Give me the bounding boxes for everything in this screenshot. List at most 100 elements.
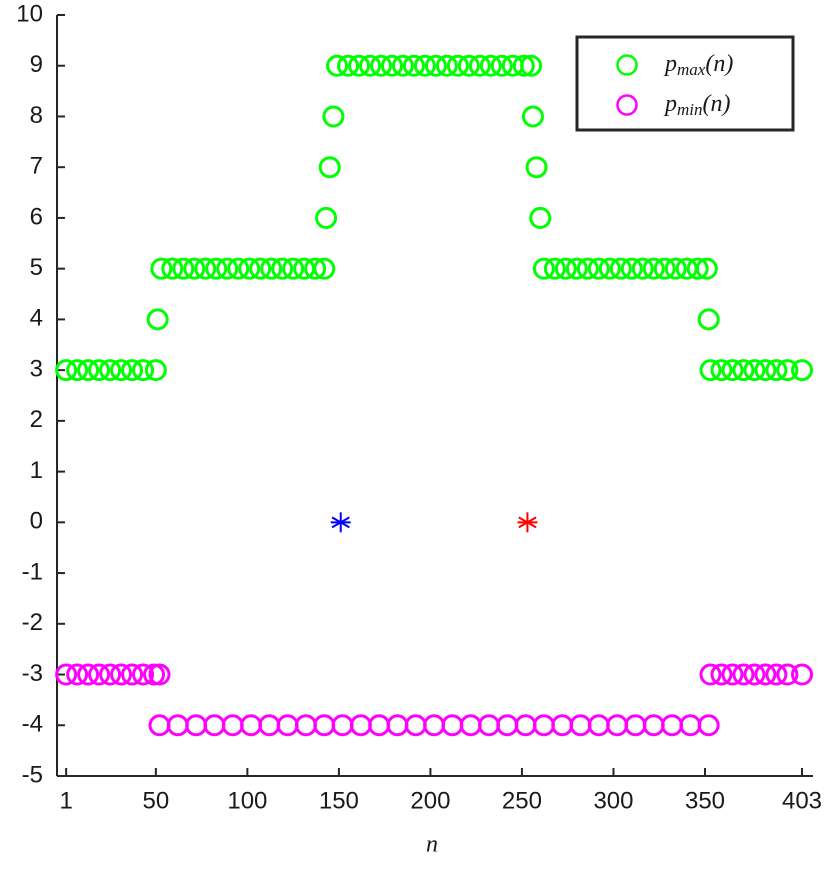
point <box>121 663 144 686</box>
legend-label-arg: (n) <box>703 91 731 117</box>
legend-label-arg: (n) <box>705 51 733 77</box>
x-tick-label: 1 <box>59 787 72 814</box>
point <box>478 714 500 737</box>
point <box>194 257 217 280</box>
point <box>551 714 574 737</box>
point <box>318 156 341 179</box>
legend-marker <box>616 54 638 76</box>
point <box>161 257 184 280</box>
point <box>148 663 171 686</box>
point <box>664 257 687 280</box>
point <box>496 714 519 737</box>
point <box>144 359 167 382</box>
y-tick-label: 3 <box>30 355 43 382</box>
legend-marker <box>616 94 638 116</box>
point <box>185 714 208 737</box>
point <box>642 714 665 737</box>
point <box>276 714 299 737</box>
point <box>88 663 111 686</box>
point <box>331 714 354 737</box>
point <box>697 308 720 331</box>
y-tick-label: -5 <box>22 761 43 788</box>
point <box>754 663 777 686</box>
point <box>304 257 327 280</box>
series <box>55 54 814 382</box>
point <box>569 714 592 737</box>
y-tick-label: -4 <box>22 711 43 738</box>
point <box>679 714 702 737</box>
legend-label-sub: min <box>677 100 703 119</box>
point <box>699 663 722 686</box>
legend-box <box>575 35 795 132</box>
point <box>282 257 305 280</box>
point <box>88 359 111 382</box>
point <box>359 54 382 77</box>
point <box>565 257 588 280</box>
x-axis-label: n <box>426 832 438 858</box>
y-tick-label: -2 <box>22 609 43 636</box>
point <box>423 714 446 737</box>
point <box>313 257 336 280</box>
point <box>653 257 676 280</box>
point <box>404 714 427 737</box>
series <box>55 663 814 737</box>
point <box>99 663 122 686</box>
point <box>699 359 722 382</box>
point <box>514 714 537 737</box>
point <box>150 257 173 280</box>
point <box>554 257 577 280</box>
point <box>661 714 684 737</box>
point <box>598 257 621 280</box>
point <box>479 54 502 77</box>
point <box>368 714 391 737</box>
point <box>370 54 392 77</box>
point <box>380 54 403 77</box>
legend-label-base: p <box>663 51 677 77</box>
point <box>532 257 555 280</box>
point <box>686 257 709 280</box>
point <box>697 714 720 737</box>
star-marker <box>517 512 538 533</box>
point <box>765 359 788 382</box>
point <box>606 714 629 737</box>
point <box>391 54 414 77</box>
point <box>322 105 345 128</box>
point <box>110 663 133 686</box>
legend-label: pmin(n) <box>663 91 730 119</box>
point <box>148 714 171 737</box>
point <box>459 714 482 737</box>
star-marker <box>330 512 351 533</box>
point <box>326 54 349 77</box>
point <box>695 257 718 280</box>
point <box>631 257 654 280</box>
point <box>413 54 436 77</box>
x-tick-label: 250 <box>502 787 542 814</box>
point <box>710 663 733 686</box>
x-tick-label: 200 <box>410 787 450 814</box>
point <box>205 257 228 280</box>
point <box>132 663 155 686</box>
x-tick-label: 150 <box>319 787 359 814</box>
point <box>249 257 272 280</box>
point <box>710 359 733 382</box>
point <box>576 257 599 280</box>
point <box>529 206 552 229</box>
point <box>258 714 281 737</box>
point <box>166 714 189 737</box>
point <box>732 359 755 382</box>
point <box>520 54 543 77</box>
x-tick-label: 350 <box>685 787 725 814</box>
point <box>791 663 814 686</box>
x-tick-label: 403 <box>782 787 822 814</box>
point <box>77 663 100 686</box>
legend-label-sub: max <box>677 60 706 79</box>
point <box>402 54 425 77</box>
point <box>512 54 535 77</box>
point <box>216 257 239 280</box>
x-tick-label: 50 <box>142 787 169 814</box>
point <box>441 714 464 737</box>
point <box>609 257 632 280</box>
point <box>776 359 799 382</box>
point <box>587 714 610 737</box>
